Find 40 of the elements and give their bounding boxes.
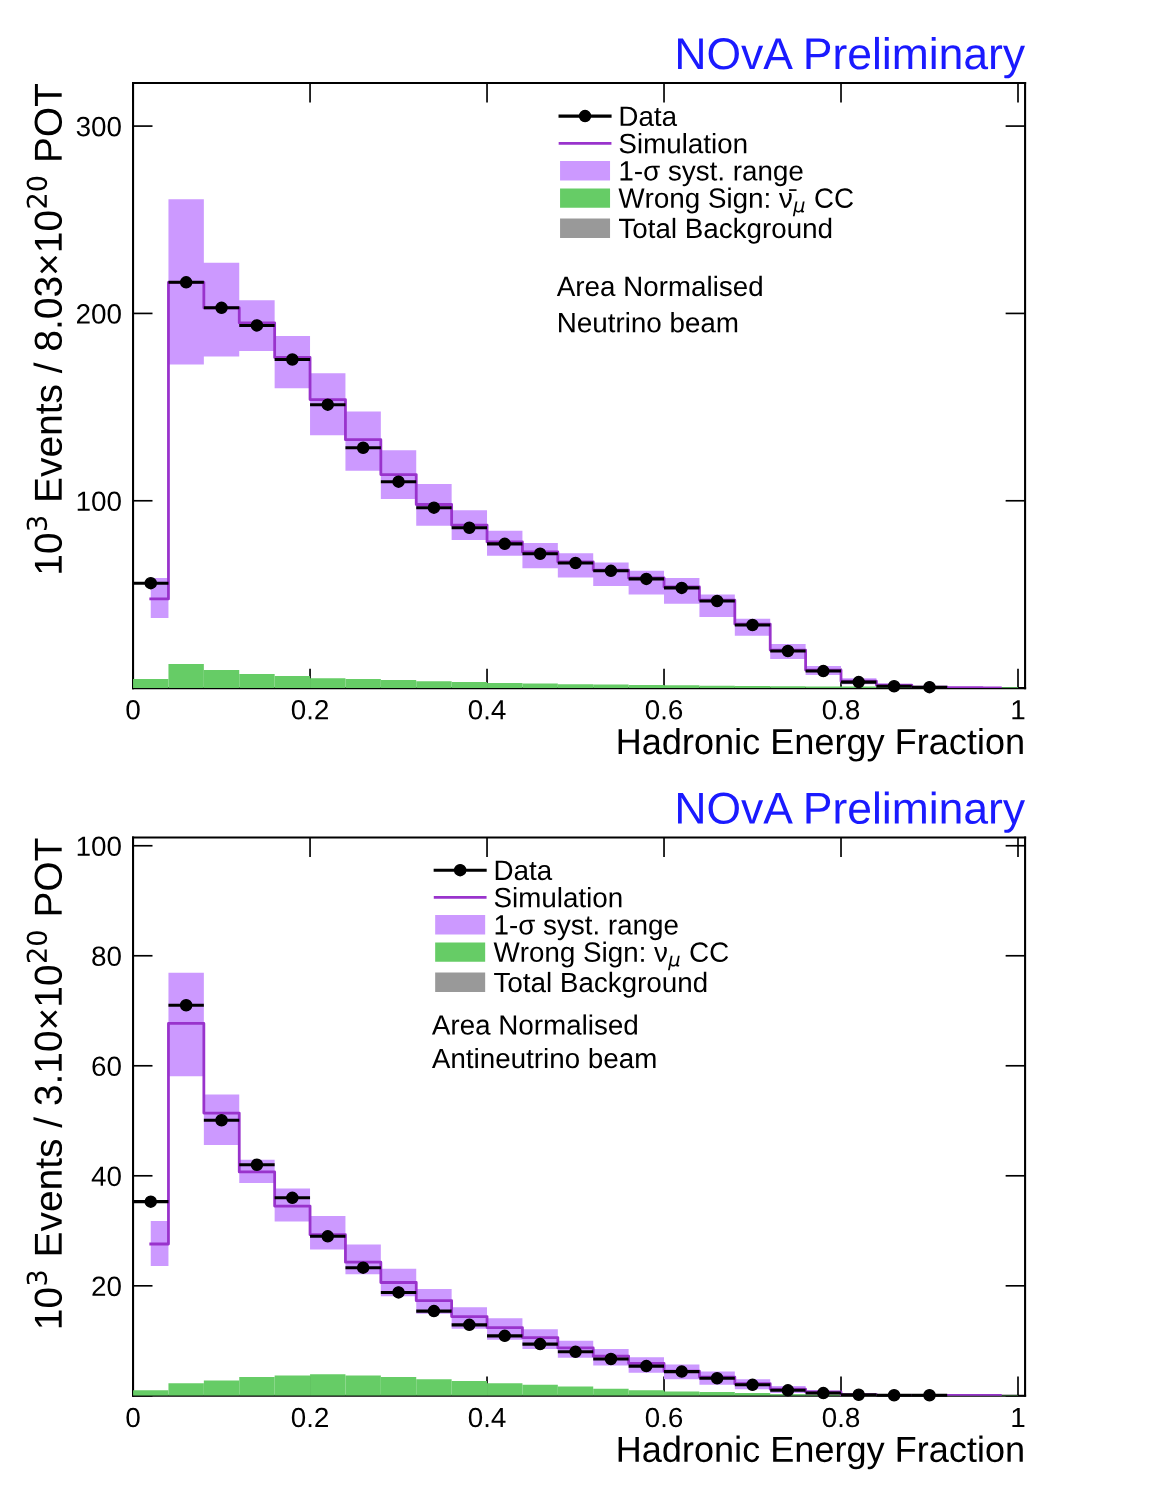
x-tick-label: 1 xyxy=(1012,700,1025,720)
annotation: Antineutrino beam xyxy=(431,1047,656,1069)
y-tick-label: 300 xyxy=(76,116,121,137)
legend-label: Data xyxy=(495,860,553,881)
annotation: Area Normalised xyxy=(556,275,762,297)
x-tick-label: 0.8 xyxy=(822,699,860,720)
y-axis-title: 10$^{3}$ Events / 8.03×10$^{20}$ POT xyxy=(26,84,63,573)
legend-label: Wrong Sign: ν$_{μ}$ CC xyxy=(493,941,729,971)
x-tick-label: 0 xyxy=(126,699,140,720)
x-tick-label: 0.4 xyxy=(468,699,506,720)
x-tick-label: 0.2 xyxy=(291,699,328,720)
legend-label: Total Background xyxy=(619,217,832,244)
legend-label: Simulation xyxy=(494,887,622,908)
x-axis-title: Hadronic Energy Fraction xyxy=(618,1435,1023,1470)
y-axis-title: 10$^{3}$ Events / 3.10×10$^{20}$ POT xyxy=(26,838,63,1328)
annotation: Area Normalised xyxy=(431,1014,637,1035)
x-tick-label: 1 xyxy=(1012,1407,1025,1428)
chart-title: NOvA Preliminary xyxy=(678,36,1026,79)
annotation: Neutrino beam xyxy=(559,312,738,333)
legend-label: 1-σ syst. range xyxy=(495,915,678,941)
legend-label: 1-σ syst. range xyxy=(620,161,803,187)
chart-title: NOvA Preliminary xyxy=(678,791,1026,833)
y-tick-label: 80 xyxy=(92,946,121,967)
y-tick-label: 200 xyxy=(77,304,121,324)
legend-label: Wrong Sign: ν̄$_{μ}$ CC xyxy=(618,187,854,217)
x-tick-label: 0.6 xyxy=(645,1407,683,1428)
legend-label: Data xyxy=(620,106,678,127)
x-tick-label: 0.4 xyxy=(468,1407,506,1428)
x-axis-title: Hadronic Energy Fraction xyxy=(618,727,1023,762)
x-tick-label: 0.8 xyxy=(822,1407,860,1428)
y-tick-label: 100 xyxy=(77,836,121,857)
x-tick-label: 0.2 xyxy=(291,1407,328,1428)
x-tick-label: 0.6 xyxy=(645,699,683,720)
y-tick-label: 100 xyxy=(77,491,121,512)
legend-label: Total Background xyxy=(494,971,707,998)
x-tick-label: 0 xyxy=(126,1407,140,1428)
legend-label: Simulation xyxy=(619,133,747,154)
y-tick-label: 40 xyxy=(91,1166,121,1187)
y-tick-label: 20 xyxy=(92,1276,121,1297)
y-tick-label: 60 xyxy=(92,1056,121,1077)
